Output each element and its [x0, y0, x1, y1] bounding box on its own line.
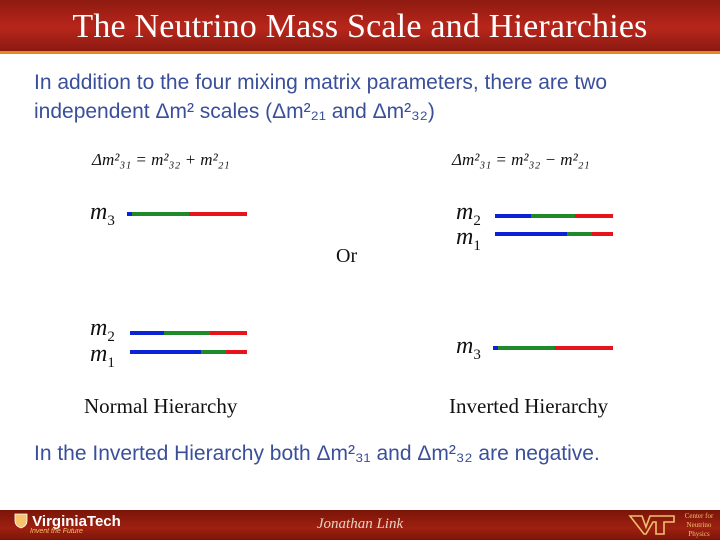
normal-m2-level	[130, 331, 247, 335]
logo-text: VirginiaTech	[32, 513, 121, 530]
intro-line-2: independent Δm² scales (Δm²₂₁ and Δm²₃₂)	[34, 100, 435, 123]
inverted-m1-label: m1	[456, 224, 481, 254]
formula-normal: Δm²₃₁ = m²₃₂ + m²₂₁	[92, 150, 230, 169]
slide-title: The Neutrino Mass Scale and Hierarchies	[72, 8, 648, 45]
normal-m1-level	[130, 350, 247, 354]
shield-icon	[14, 513, 28, 529]
intro-text: In addition to the four mixing matrix pa…	[34, 68, 694, 126]
normal-m2-label: m2	[90, 315, 115, 345]
formula-inverted: Δm²₃₁ = m²₃₂ − m²₂₁	[452, 150, 590, 169]
normal-m1-label: m1	[90, 341, 115, 371]
inverted-m3-label: m3	[456, 333, 481, 363]
vt-mark-icon	[628, 515, 675, 535]
inverted-m1-level	[495, 232, 613, 236]
normal-m3-label: m3	[90, 199, 115, 229]
normal-caption: Normal Hierarchy	[84, 394, 238, 418]
inverted-m2-label: m2	[456, 199, 481, 229]
inverted-m2-level	[495, 214, 613, 218]
inverted-m3-level	[493, 346, 613, 350]
footer-bar: VirginiaTech Invent the Future Jonathan …	[0, 510, 720, 540]
author-name: Jonathan Link	[316, 516, 404, 532]
inverted-caption: Inverted Hierarchy	[449, 394, 609, 418]
logo-tagline: Invent the Future	[30, 528, 83, 535]
title-bar: The Neutrino Mass Scale and Hierarchies	[0, 0, 720, 54]
note-text: In the Inverted Hierarchy both Δm²₃₁ and…	[34, 442, 600, 465]
normal-m3-level	[127, 212, 247, 216]
intro-line-1: In addition to the four mixing matrix pa…	[34, 71, 608, 94]
center-label: Center for Neutrino Physics	[684, 512, 714, 538]
or-label: Or	[336, 245, 358, 267]
virginia-tech-logo: VirginiaTech Invent the Future	[14, 513, 121, 535]
